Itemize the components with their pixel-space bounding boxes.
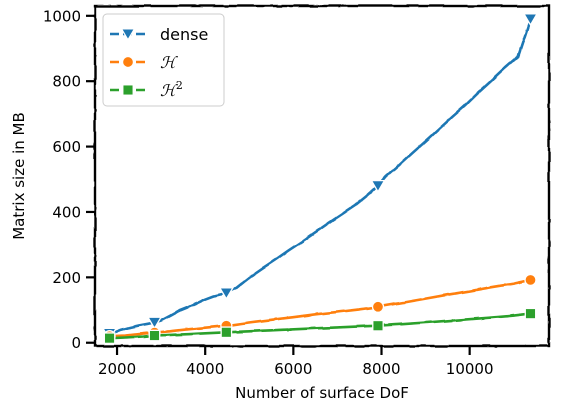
y-tick-label: 1000 xyxy=(43,7,81,25)
data-point-H2 xyxy=(148,329,161,342)
x-tick-label: 6000 xyxy=(274,360,312,378)
y-tick-label: 800 xyxy=(52,73,81,91)
y-axis-ticks: 0 200 400 600 800 1000 xyxy=(43,7,95,352)
data-point-H2 xyxy=(220,326,233,339)
data-point-dense xyxy=(522,13,539,27)
x-tick-label: 10000 xyxy=(446,360,494,378)
data-point-dense xyxy=(146,316,163,330)
x-axis-title: Number of surface DoF xyxy=(235,384,409,402)
y-tick-label: 400 xyxy=(52,203,81,221)
legend-label-dense: dense xyxy=(160,25,208,44)
marker-layer xyxy=(101,13,539,345)
x-tick-label: 4000 xyxy=(186,360,224,378)
y-tick-label: 600 xyxy=(52,138,81,156)
data-point-H2 xyxy=(103,332,116,345)
y-tick-label: 0 xyxy=(71,334,81,352)
x-tick-label: 2000 xyxy=(98,360,136,378)
data-point-H2 xyxy=(372,319,384,332)
legend-marker-dense xyxy=(120,28,136,42)
plot-frame xyxy=(93,4,551,348)
legend-sup-H2: 2 xyxy=(176,79,183,92)
legend-marker-H xyxy=(121,55,135,69)
series-line-H2 xyxy=(108,312,532,340)
y-tick-label: 200 xyxy=(52,269,81,287)
legend-label-H: ℋ xyxy=(160,53,178,72)
legend-box xyxy=(102,13,225,107)
data-point-dense xyxy=(370,179,386,193)
x-axis-ticks: 2000 4000 6000 8000 10000 xyxy=(98,346,494,378)
data-point-H xyxy=(524,273,537,287)
y-axis-title: Matrix size in MB xyxy=(10,112,28,240)
legend-marker-H2 xyxy=(122,84,134,96)
data-point-H2 xyxy=(524,307,537,320)
series-line-H xyxy=(108,278,532,338)
data-point-H xyxy=(371,300,385,313)
data-point-dense xyxy=(218,287,234,301)
x-tick-label: 8000 xyxy=(362,360,400,378)
